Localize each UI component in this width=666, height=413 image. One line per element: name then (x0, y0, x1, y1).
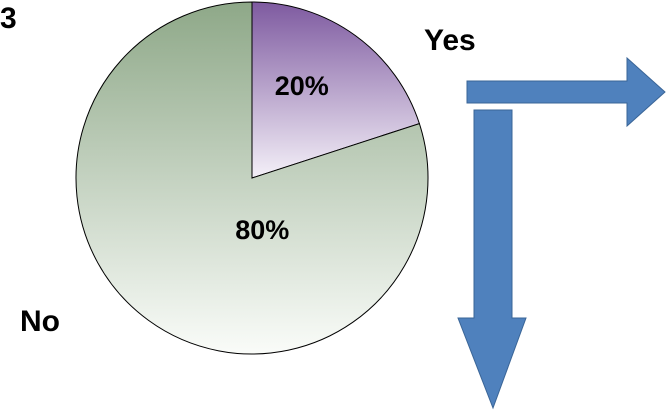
slice-label-20: 20% (275, 71, 329, 101)
corner-text: 3 (0, 2, 17, 35)
down-arrow-icon (457, 109, 527, 410)
yes-label: Yes (424, 24, 476, 57)
slice-label-80: 80% (235, 215, 289, 245)
no-label: No (20, 305, 60, 338)
pie-slice-20 (251, 1, 421, 179)
right-arrow-icon (466, 56, 666, 128)
pie-slice-80 (75, 1, 429, 355)
